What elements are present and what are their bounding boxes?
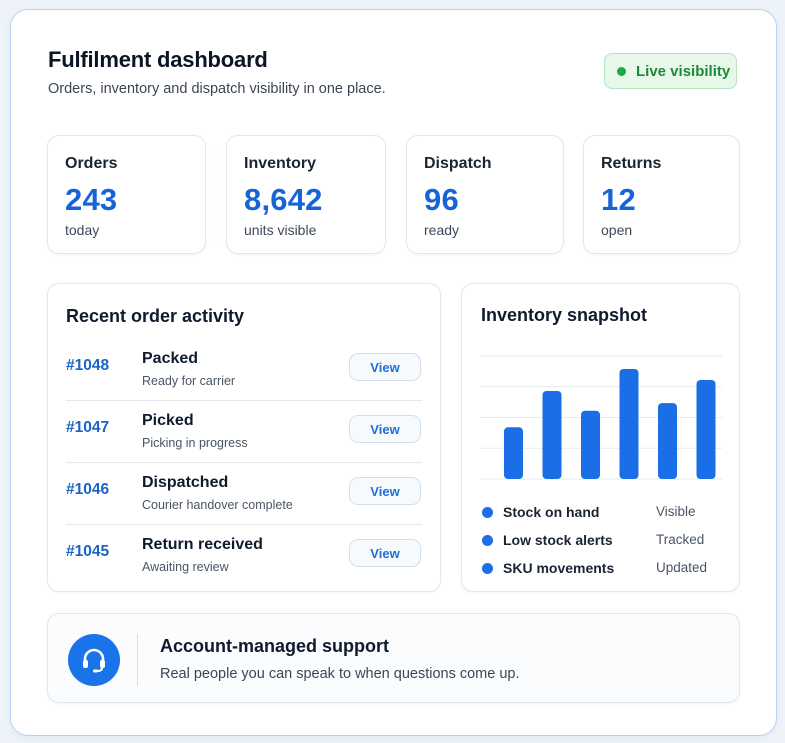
stat-card-returns: Returns 12 open	[583, 135, 740, 254]
legend-dot-icon	[482, 507, 493, 518]
stat-label: Inventory	[244, 155, 317, 172]
legend-item: Low stock alerts Tracked	[482, 530, 722, 552]
legend-label: Stock on hand	[503, 504, 600, 520]
live-status-dot-icon	[617, 66, 626, 76]
stat-value: 8,642	[244, 182, 323, 217]
stat-sub: open	[601, 222, 633, 238]
chart-bar	[542, 391, 562, 479]
order-id: #1047	[66, 419, 110, 436]
order-id: #1046	[66, 481, 110, 498]
view-order-button[interactable]: View	[349, 539, 421, 567]
stat-card-dispatch: Dispatch 96 ready	[406, 135, 564, 254]
view-order-button[interactable]: View	[349, 477, 421, 505]
stat-sub: units visible	[244, 222, 317, 238]
list-item: #1045 Return received Awaiting review Vi…	[66, 526, 422, 587]
stat-label: Dispatch	[424, 155, 492, 172]
list-item: #1047 Picked Picking in progress View	[66, 402, 422, 463]
support-divider	[137, 634, 138, 686]
legend-dot-icon	[482, 535, 493, 546]
order-note: Courier handover complete	[142, 498, 293, 512]
chart-bar	[658, 403, 677, 479]
stat-card-inventory: Inventory 8,642 units visible	[226, 135, 386, 254]
view-order-button[interactable]: View	[349, 415, 421, 443]
order-note: Picking in progress	[142, 436, 248, 450]
chart-bar	[504, 427, 523, 479]
legend-status: Updated	[656, 560, 708, 575]
order-note: Ready for carrier	[142, 374, 236, 388]
stat-sub: today	[65, 222, 100, 238]
support-title: Account-managed support	[160, 636, 390, 656]
order-status: Picked	[142, 412, 194, 429]
inventory-snapshot-panel: Inventory snapshot Stock on hand Visible…	[461, 283, 740, 592]
list-item: #1046 Dispatched Courier handover comple…	[66, 464, 422, 525]
stat-value: 12	[601, 182, 636, 217]
page-subtitle: Orders, inventory and dispatch visibilit…	[48, 81, 386, 97]
support-panel: Account-managed support Real people you …	[47, 613, 740, 703]
stat-value: 96	[424, 182, 459, 217]
order-id: #1045	[66, 543, 110, 560]
live-visibility-badge: Live visibility	[604, 53, 737, 89]
headset-icon	[68, 634, 120, 686]
order-status: Packed	[142, 350, 199, 367]
stat-sub: ready	[424, 222, 460, 238]
legend-item: SKU movements Updated	[482, 558, 722, 580]
page-title: Fulfilment dashboard	[48, 47, 268, 72]
chart-bar	[581, 410, 600, 479]
legend-dot-icon	[482, 563, 493, 574]
legend-status: Tracked	[656, 532, 705, 547]
legend-status: Visible	[656, 504, 696, 519]
order-id: #1048	[66, 357, 110, 374]
panel-title: Recent order activity	[66, 306, 245, 326]
legend-label: SKU movements	[503, 560, 615, 576]
stat-value: 243	[65, 182, 118, 217]
stat-label: Returns	[601, 155, 662, 172]
legend-item: Stock on hand Visible	[482, 502, 722, 524]
chart-bar	[696, 380, 716, 479]
panel-title: Inventory snapshot	[481, 305, 648, 325]
order-status: Return received	[142, 536, 263, 553]
live-badge-label: Live visibility	[636, 62, 731, 80]
support-text: Real people you can speak to when questi…	[160, 666, 520, 682]
list-item: #1048 Packed Ready for carrier View	[66, 340, 422, 401]
order-status: Dispatched	[142, 474, 229, 491]
stat-card-orders: Orders 243 today	[47, 135, 206, 254]
inventory-bar-chart	[480, 355, 722, 480]
chart-bar	[619, 369, 639, 479]
legend-label: Low stock alerts	[503, 532, 613, 548]
stat-label: Orders	[65, 155, 118, 172]
order-note: Awaiting review	[142, 560, 229, 574]
view-order-button[interactable]: View	[349, 353, 421, 381]
recent-order-activity-panel: Recent order activity #1048 Packed Ready…	[47, 283, 441, 592]
